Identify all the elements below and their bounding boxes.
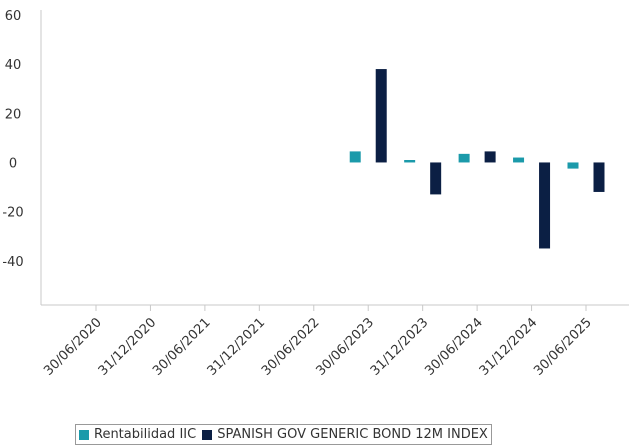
y-tick-label: 20 <box>5 107 22 122</box>
bar-rentabilidad-iic-5[interactable] <box>349 151 361 163</box>
x-tick-label: 31/12/2024 <box>477 315 541 379</box>
x-tick-label: 31/12/2020 <box>96 315 160 379</box>
x-tick-label: 30/06/2023 <box>313 315 377 379</box>
bar-spanish-gov-bond-5[interactable] <box>375 69 387 163</box>
legend-label: Rentabilidad IIC <box>94 427 197 442</box>
legend-swatch <box>79 429 89 440</box>
x-tick-label: 30/06/2025 <box>531 315 595 379</box>
y-axis: 60 40 20 0 -20 -40 <box>2 9 42 305</box>
legend-item-series-2[interactable]: SPANISH GOV GENERIC BOND 12M INDEX <box>202 427 488 442</box>
bar-rentabilidad-iic-6[interactable] <box>404 160 416 163</box>
bar-spanish-gov-bond-8[interactable] <box>539 162 551 249</box>
x-tick-label: 30/06/2021 <box>150 315 214 379</box>
legend: Rentabilidad IIC SPANISH GOV GENERIC BON… <box>75 424 492 445</box>
legend-swatch <box>202 429 213 440</box>
x-tick-label: 30/06/2020 <box>41 315 105 379</box>
x-tick-label: 30/06/2022 <box>259 315 323 379</box>
x-tick-label: 30/06/2024 <box>422 315 486 379</box>
bar-rentabilidad-iic-9[interactable] <box>567 162 579 169</box>
x-axis: 30/06/202031/12/202030/06/202131/12/2021… <box>41 304 629 379</box>
y-tick-label: 60 <box>5 9 22 24</box>
y-tick-label: -40 <box>2 255 23 270</box>
legend-label: SPANISH GOV GENERIC BOND 12M INDEX <box>217 427 488 442</box>
y-tick-label: -20 <box>2 206 23 221</box>
bar-series <box>349 69 605 249</box>
bar-rentabilidad-iic-8[interactable] <box>513 157 525 163</box>
bar-spanish-gov-bond-7[interactable] <box>484 151 496 163</box>
y-tick-label: 40 <box>5 58 22 73</box>
bar-spanish-gov-bond-6[interactable] <box>430 162 442 195</box>
x-tick-label: 31/12/2023 <box>368 315 432 379</box>
bar-spanish-gov-bond-9[interactable] <box>593 162 605 192</box>
bar-rentabilidad-iic-7[interactable] <box>458 153 470 163</box>
y-tick-label: 0 <box>9 156 17 171</box>
x-tick-label: 31/12/2021 <box>205 315 269 379</box>
legend-item-series-1[interactable]: Rentabilidad IIC <box>79 427 196 442</box>
